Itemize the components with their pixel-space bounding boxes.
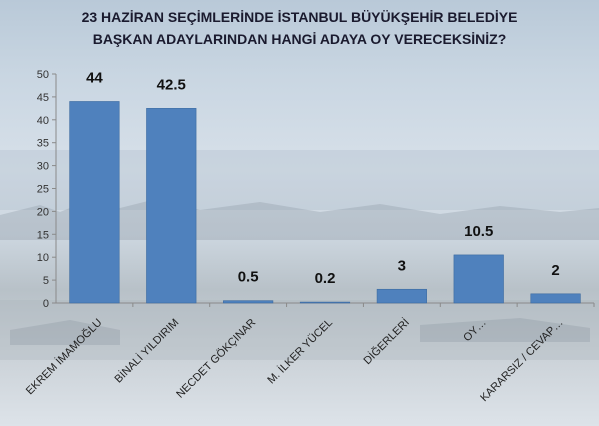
- bar: [453, 254, 504, 304]
- data-label: 42.5: [157, 76, 186, 93]
- category-label: NECDET GÖKÇINAR: [174, 317, 258, 401]
- bar: [146, 108, 197, 304]
- y-tick-label: 15: [37, 229, 49, 241]
- data-label: 44: [86, 69, 103, 86]
- category-label: DİĞERLERİ: [361, 316, 412, 367]
- chart-subtitle: BAŞKAN ADAYLARINDAN HANGİ ADAYA OY VEREC…: [92, 31, 507, 47]
- bar: [299, 301, 351, 304]
- y-tick-label: 35: [37, 138, 49, 150]
- data-label: 0.2: [315, 270, 336, 287]
- category-label: OY…: [461, 317, 489, 345]
- y-tick-label: 25: [37, 184, 49, 196]
- chart-title-block: 23 HAZİRAN SEÇİMLERİNDE İSTANBUL BÜYÜKŞE…: [0, 6, 599, 50]
- data-label: 2: [551, 262, 559, 279]
- category-label: BİNALİ YILDIRIM: [112, 316, 182, 386]
- data-label: 0.5: [238, 269, 259, 286]
- bar: [69, 101, 120, 304]
- y-tick-label: 5: [43, 275, 49, 287]
- y-tick-label: 50: [37, 69, 49, 81]
- chart-title: 23 HAZİRAN SEÇİMLERİNDE İSTANBUL BÜYÜKŞE…: [81, 9, 518, 25]
- y-tick-label: 30: [37, 161, 49, 173]
- data-label: 10.5: [464, 223, 493, 240]
- y-tick-label: 10: [37, 252, 49, 264]
- category-label: KARARSIZ / CEVAP…: [478, 317, 565, 404]
- y-tick-label: 0: [43, 298, 49, 310]
- y-tick-label: 45: [37, 92, 49, 104]
- category-label: M. İLKER YÜCEL: [265, 316, 335, 386]
- category-label: EKREM İMAMOĞLU: [23, 316, 104, 397]
- y-tick-label: 20: [37, 206, 49, 218]
- bar: [530, 293, 581, 304]
- data-label: 3: [398, 257, 406, 274]
- bar: [223, 300, 274, 304]
- y-tick-label: 40: [37, 115, 49, 127]
- bar: [376, 288, 427, 304]
